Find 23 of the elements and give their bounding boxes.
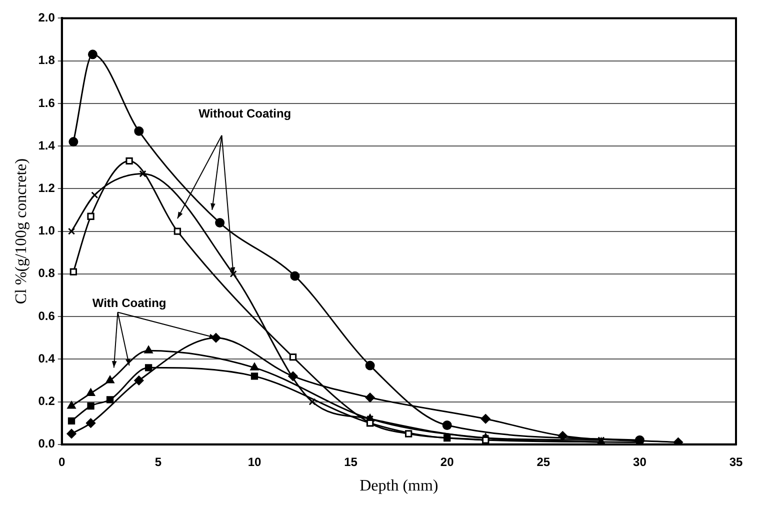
y-tick-label: 1.0	[38, 224, 56, 238]
y-tick-label: 1.4	[38, 138, 56, 152]
x-tick-label: 25	[536, 454, 550, 469]
y-tick-label: 0.6	[38, 308, 56, 323]
y-tick-label: 2.0	[38, 10, 56, 25]
x-tick-label: 35	[729, 454, 743, 469]
annotation: With Coating	[92, 296, 166, 310]
y-tick-label: 0.4	[38, 351, 56, 366]
x-tick-label: 15	[344, 454, 358, 469]
annotation: Without Coating	[198, 106, 292, 120]
y-tick-label: 0.0	[38, 436, 56, 451]
y-tick-label: 1.2	[38, 180, 56, 195]
x-tick-label: 10	[248, 454, 262, 469]
y-tick-label: 0.2	[38, 394, 56, 408]
x-tick-label: 20	[440, 454, 454, 469]
y-tick-label: 1.6	[38, 96, 56, 110]
y-tick-label: 1.8	[38, 53, 56, 68]
x-tick-label: 5	[154, 454, 162, 469]
x-tick-label: 30	[633, 454, 647, 469]
y-axis-title: Cl %(g/100g concrete)	[12, 158, 30, 304]
x-tick-label: 0	[58, 454, 66, 469]
y-tick-label: 0.8	[38, 266, 56, 280]
x-axis-title: Depth (mm)	[360, 478, 438, 495]
